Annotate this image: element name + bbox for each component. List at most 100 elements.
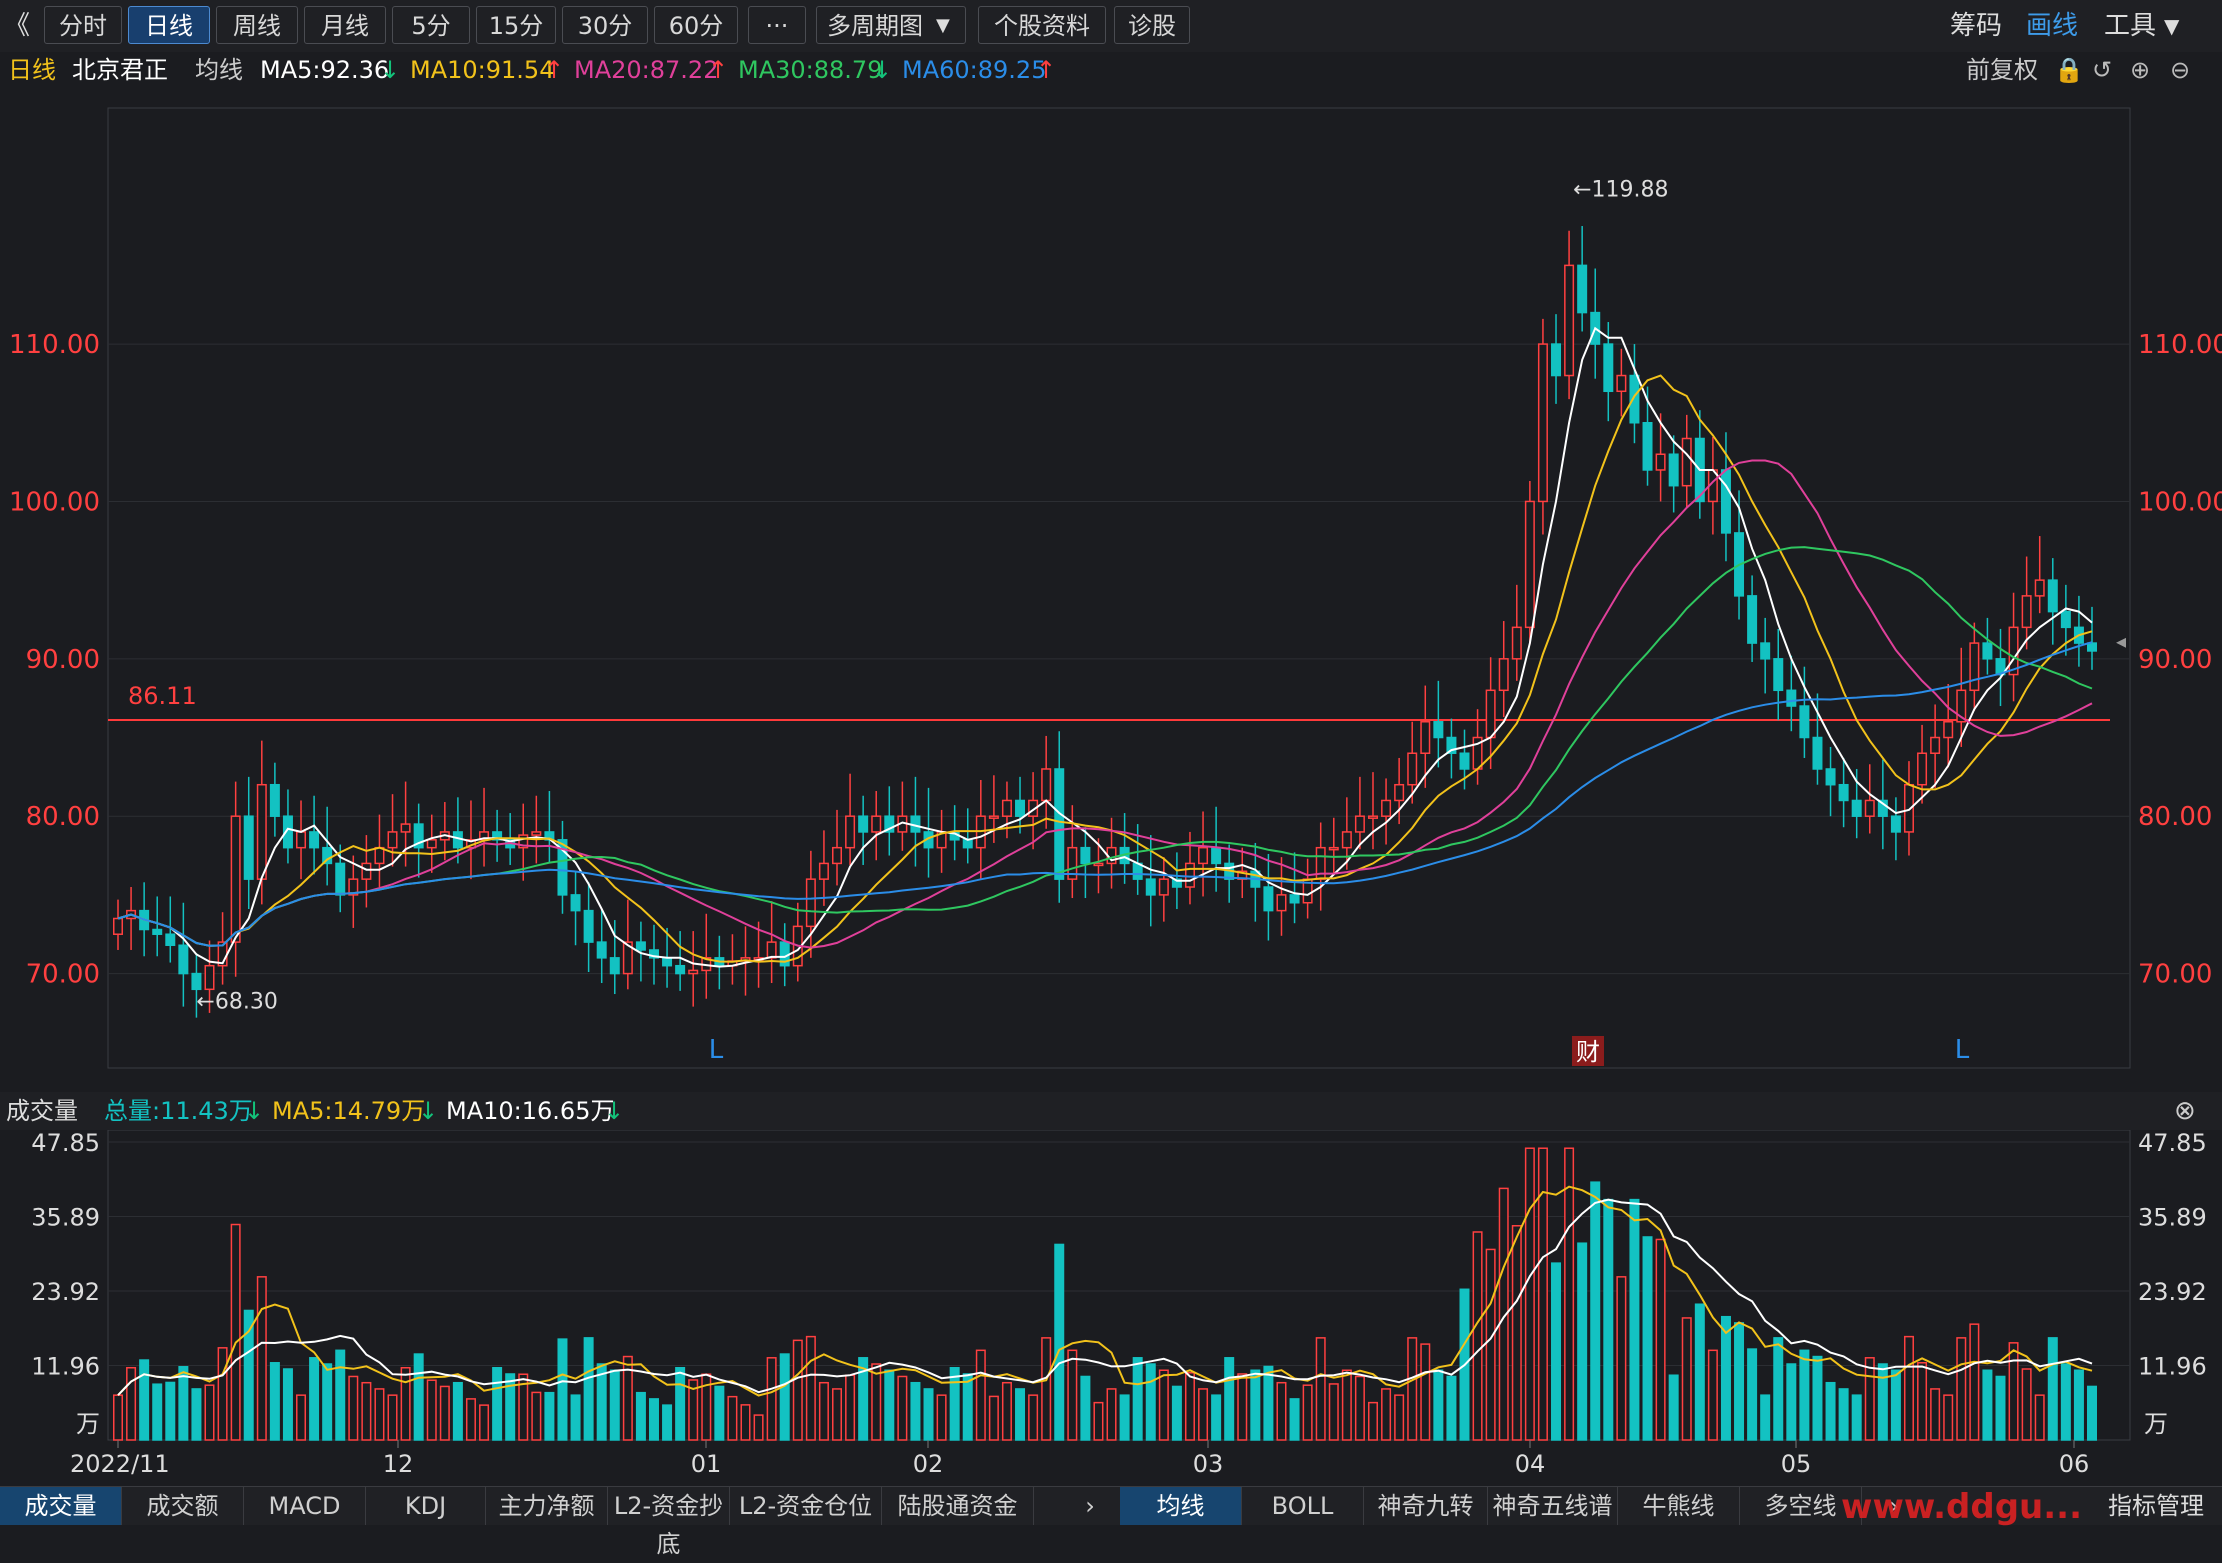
volume-bar[interactable] — [557, 1338, 568, 1441]
candle-body[interactable] — [1407, 752, 1418, 786]
candle-body[interactable] — [335, 862, 346, 896]
volume-bar[interactable] — [949, 1367, 960, 1441]
volume-bar[interactable] — [492, 1367, 503, 1441]
volume-bar[interactable] — [282, 1368, 293, 1441]
volume-bar[interactable] — [1420, 1343, 1431, 1441]
chips-button[interactable]: 筹码 — [1950, 11, 2003, 41]
volume-bar[interactable] — [269, 1362, 280, 1441]
volume-bar[interactable] — [126, 1367, 137, 1441]
toolbar-tab-9[interactable]: 多周期图 — [816, 6, 966, 44]
volume-bar[interactable] — [1198, 1388, 1209, 1441]
candle-body[interactable] — [1184, 862, 1195, 888]
volume-bar[interactable] — [505, 1373, 516, 1441]
undo-icon[interactable]: ↺ — [2092, 56, 2113, 84]
volume-bar[interactable] — [936, 1394, 947, 1441]
volume-bar[interactable] — [1498, 1187, 1509, 1441]
volume-bar[interactable] — [413, 1353, 424, 1441]
candle-body[interactable] — [884, 815, 895, 833]
candle-body[interactable] — [1498, 658, 1509, 692]
volume-bar[interactable] — [217, 1347, 228, 1441]
volume-bar[interactable] — [322, 1363, 333, 1441]
volume-bar[interactable] — [531, 1391, 542, 1441]
candle-body[interactable] — [1551, 343, 1562, 377]
candle-body[interactable] — [1838, 783, 1849, 802]
volume-bar[interactable] — [2047, 1337, 2058, 1441]
candle-body[interactable] — [1890, 815, 1901, 833]
volume-bar[interactable] — [1838, 1388, 1849, 1441]
candle-body[interactable] — [1524, 500, 1535, 629]
candle-body[interactable] — [1446, 736, 1457, 754]
overlay-tab-3[interactable]: 神奇五线谱 — [1488, 1487, 1618, 1525]
volume-bar[interactable] — [1041, 1337, 1052, 1441]
volume-bar[interactable] — [1786, 1363, 1797, 1441]
volume-bar[interactable] — [191, 1388, 202, 1441]
volume-bar[interactable] — [1642, 1236, 1653, 1441]
volume-bar[interactable] — [152, 1383, 163, 1441]
volume-bar[interactable] — [622, 1355, 633, 1441]
volume-bar[interactable] — [2073, 1369, 2084, 1441]
candle-body[interactable] — [165, 933, 176, 946]
chevron-down-icon[interactable]: ▼ — [936, 15, 950, 36]
candle-body[interactable] — [1930, 736, 1941, 754]
candle-body[interactable] — [1603, 343, 1614, 393]
volume-bar[interactable] — [688, 1379, 699, 1441]
candle-body[interactable] — [1917, 752, 1928, 786]
indicator-tab-3[interactable]: KDJ — [366, 1487, 486, 1525]
volume-bar[interactable] — [1956, 1337, 1967, 1441]
volume-bar[interactable] — [1734, 1322, 1745, 1441]
volume-bar[interactable] — [361, 1381, 372, 1441]
volume-bar[interactable] — [1747, 1348, 1758, 1441]
volume-bar[interactable] — [1773, 1337, 1784, 1441]
candle-body[interactable] — [1341, 831, 1352, 849]
candle-body[interactable] — [1537, 343, 1548, 503]
candle-body[interactable] — [858, 815, 869, 833]
candle-body[interactable] — [1786, 689, 1797, 707]
volume-bar[interactable] — [1851, 1394, 1862, 1441]
double-chevron-left-icon[interactable]: 《 — [4, 11, 31, 41]
volume-bar[interactable] — [309, 1357, 320, 1441]
candle-body[interactable] — [570, 894, 581, 912]
volume-bar[interactable] — [204, 1384, 215, 1441]
candle-body[interactable] — [805, 878, 816, 928]
volume-bar[interactable] — [1289, 1398, 1300, 1441]
candle-body[interactable] — [518, 834, 529, 849]
zoom-in-icon[interactable]: ⊕ — [2130, 56, 2151, 84]
candle-body[interactable] — [1577, 264, 1588, 314]
candle-body[interactable] — [1433, 721, 1444, 739]
volume-bar[interactable] — [335, 1349, 346, 1441]
candle-body[interactable] — [413, 823, 424, 849]
candle-body[interactable] — [1381, 799, 1392, 817]
close-icon[interactable]: ⊗ — [2174, 1096, 2196, 1126]
volume-bar[interactable] — [1093, 1401, 1104, 1441]
candle-body[interactable] — [1041, 768, 1052, 802]
candle-body[interactable] — [1864, 799, 1875, 817]
volume-bar[interactable] — [1028, 1394, 1039, 1441]
candle-body[interactable] — [1001, 799, 1012, 817]
candle-body[interactable] — [1420, 721, 1431, 754]
candle-body[interactable] — [400, 823, 411, 833]
volume-bar[interactable] — [1537, 1147, 1548, 1441]
volume-bar[interactable] — [897, 1375, 908, 1441]
stock-name[interactable]: 北京君正 — [72, 56, 168, 84]
candle-body[interactable] — [1067, 846, 1078, 880]
candle-body[interactable] — [230, 815, 241, 943]
toolbar-tab-7[interactable]: 60分 — [654, 6, 738, 44]
candle-body[interactable] — [648, 949, 659, 959]
volume-bar[interactable] — [962, 1373, 973, 1441]
candle-body[interactable] — [426, 839, 437, 849]
volume-bar[interactable] — [583, 1337, 594, 1441]
volume-bar[interactable] — [570, 1394, 581, 1441]
volume-bar[interactable] — [988, 1395, 999, 1441]
volume-bar[interactable] — [1616, 1276, 1627, 1441]
volume-bar[interactable] — [230, 1223, 241, 1441]
toolbar-tab-5[interactable]: 15分 — [476, 6, 556, 44]
volume-bar[interactable] — [1001, 1381, 1012, 1441]
volume-bar[interactable] — [2008, 1342, 2019, 1441]
volume-bar[interactable] — [1890, 1369, 1901, 1441]
volume-bar[interactable] — [818, 1381, 829, 1441]
chevron-down-icon[interactable]: ▼ — [2164, 14, 2180, 38]
volume-bar[interactable] — [1328, 1383, 1339, 1441]
candle-body[interactable] — [1511, 626, 1522, 660]
volume-bar[interactable] — [1446, 1375, 1457, 1441]
volume-bar[interactable] — [1668, 1374, 1679, 1441]
